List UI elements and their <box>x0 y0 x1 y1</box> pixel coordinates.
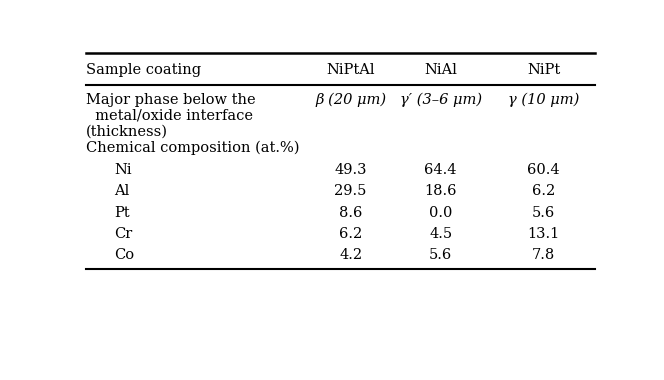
Text: 64.4: 64.4 <box>424 163 457 177</box>
Text: Cr: Cr <box>114 227 132 241</box>
Text: Al: Al <box>114 184 129 198</box>
Text: 8.6: 8.6 <box>339 206 363 220</box>
Text: Pt: Pt <box>114 206 129 220</box>
Text: 4.5: 4.5 <box>429 227 452 241</box>
Text: Ni: Ni <box>114 163 131 177</box>
Text: γ′ (3–6 μm): γ′ (3–6 μm) <box>400 93 481 107</box>
Text: 5.6: 5.6 <box>429 249 452 263</box>
Text: Major phase below the: Major phase below the <box>86 93 255 107</box>
Text: 18.6: 18.6 <box>424 184 457 198</box>
Text: β (20 μm): β (20 μm) <box>315 93 386 107</box>
Text: Sample coating: Sample coating <box>86 63 201 78</box>
Text: 60.4: 60.4 <box>527 163 560 177</box>
Text: γ (10 μm): γ (10 μm) <box>508 93 579 107</box>
Text: NiPt: NiPt <box>527 63 560 78</box>
Text: 5.6: 5.6 <box>532 206 555 220</box>
Text: 0.0: 0.0 <box>429 206 452 220</box>
Text: Chemical composition (at.%): Chemical composition (at.%) <box>86 141 299 155</box>
Text: 4.2: 4.2 <box>339 249 362 263</box>
Text: 6.2: 6.2 <box>532 184 555 198</box>
Text: 6.2: 6.2 <box>339 227 363 241</box>
Text: Co: Co <box>114 249 134 263</box>
Text: 7.8: 7.8 <box>532 249 555 263</box>
Text: (thickness): (thickness) <box>86 125 167 139</box>
Text: metal/oxide interface: metal/oxide interface <box>86 109 252 123</box>
Text: 13.1: 13.1 <box>527 227 560 241</box>
Text: NiPtAl: NiPtAl <box>326 63 375 78</box>
Text: NiAl: NiAl <box>424 63 457 78</box>
Text: 49.3: 49.3 <box>335 163 367 177</box>
Text: 29.5: 29.5 <box>335 184 367 198</box>
